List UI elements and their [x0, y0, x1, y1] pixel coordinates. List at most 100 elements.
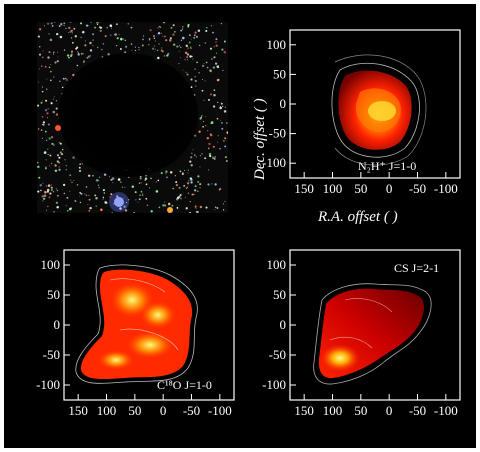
star — [168, 202, 171, 205]
panel-n2h: 150 100 50 0 -50 -100 100 50 0 -50 -100 N₂H⁺ J=1-0… — [252, 29, 461, 225]
star — [79, 195, 80, 197]
star — [122, 38, 125, 40]
star — [163, 22, 165, 24]
star — [109, 196, 111, 198]
star — [173, 24, 175, 27]
n2h-y-tick-label: 0 — [280, 96, 287, 111]
star — [217, 141, 218, 143]
star — [52, 53, 55, 55]
star — [190, 156, 193, 159]
star — [65, 168, 68, 171]
star — [163, 204, 167, 207]
star — [52, 51, 55, 54]
star — [157, 33, 159, 35]
star — [223, 140, 225, 142]
star — [49, 79, 52, 82]
star — [82, 53, 84, 55]
star — [211, 156, 215, 160]
star — [55, 100, 58, 102]
star — [47, 184, 51, 187]
star — [205, 30, 208, 32]
star — [70, 29, 73, 32]
c18o-x-tick-label: 100 — [97, 403, 117, 418]
star — [99, 176, 101, 178]
star — [119, 181, 122, 183]
star — [182, 26, 184, 28]
star — [50, 102, 53, 105]
star — [134, 191, 137, 194]
star — [51, 142, 54, 145]
star — [180, 39, 183, 41]
star — [61, 86, 64, 89]
star — [194, 68, 196, 70]
star — [46, 78, 48, 80]
star — [102, 189, 105, 192]
star — [133, 211, 135, 213]
star — [160, 49, 163, 52]
c18o-y-tick-label: 100 — [41, 257, 61, 272]
star — [85, 24, 89, 27]
star — [131, 185, 134, 188]
star — [66, 196, 69, 199]
star — [65, 205, 67, 207]
star — [188, 180, 190, 182]
star — [62, 77, 65, 80]
star — [97, 179, 99, 182]
star — [52, 190, 55, 193]
star — [114, 33, 117, 36]
star — [144, 177, 148, 181]
star — [186, 56, 189, 58]
star — [119, 48, 122, 50]
c18o-y-tick-label: 0 — [54, 317, 61, 332]
star — [46, 190, 49, 193]
star — [50, 136, 54, 139]
star — [123, 205, 126, 208]
star — [139, 175, 142, 178]
star — [190, 164, 193, 167]
star — [171, 204, 174, 207]
star — [104, 201, 107, 204]
star — [127, 23, 130, 25]
star — [162, 35, 164, 37]
star — [224, 106, 226, 108]
star — [116, 37, 119, 40]
star — [65, 77, 67, 80]
star — [158, 25, 161, 28]
star — [161, 47, 163, 49]
star — [63, 25, 65, 27]
star — [223, 50, 227, 54]
star — [158, 206, 161, 209]
star — [111, 212, 113, 213]
star — [121, 186, 124, 188]
star — [42, 121, 46, 124]
star — [195, 35, 199, 39]
star — [70, 22, 72, 23]
star — [124, 39, 127, 42]
star — [48, 196, 51, 199]
star — [125, 201, 128, 204]
star — [199, 205, 203, 209]
star — [110, 178, 113, 181]
star — [41, 137, 43, 139]
star — [155, 181, 157, 183]
star — [37, 165, 40, 169]
star — [184, 59, 186, 61]
star — [41, 195, 44, 198]
star — [216, 79, 219, 82]
star — [206, 136, 210, 140]
star — [84, 44, 87, 47]
star — [152, 34, 156, 38]
star — [70, 179, 72, 181]
star — [175, 198, 179, 201]
star — [139, 194, 141, 196]
star — [207, 169, 210, 171]
star — [51, 189, 53, 191]
star — [40, 189, 42, 192]
star — [146, 204, 149, 207]
star — [220, 102, 223, 105]
star — [179, 57, 181, 59]
star — [57, 195, 59, 197]
star — [50, 186, 53, 189]
star — [110, 27, 113, 29]
star — [192, 58, 194, 60]
